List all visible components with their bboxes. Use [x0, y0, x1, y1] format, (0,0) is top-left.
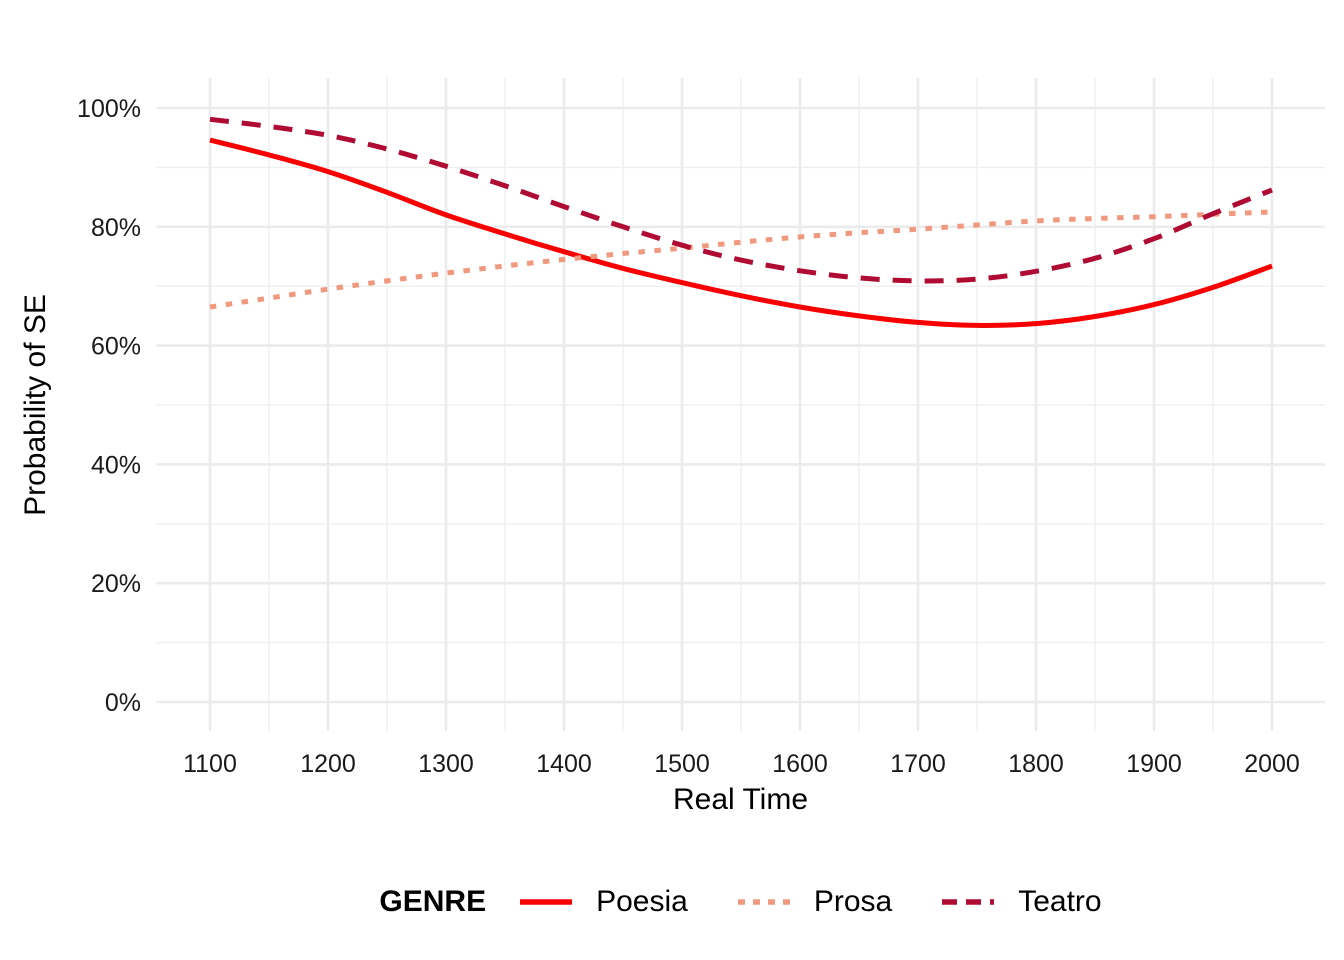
x-tick-label: 1200	[300, 750, 356, 778]
legend-item-prosa: Prosa	[737, 885, 893, 919]
y-tick-label: 100%	[77, 95, 141, 123]
x-tick-label: 1500	[654, 750, 710, 778]
legend-items: Poesia Prosa Teatro	[520, 885, 1102, 919]
y-axis-title: Probability of SE	[19, 294, 52, 516]
legend-key-solid-line	[520, 899, 573, 905]
x-axis-title: Real Time	[672, 783, 809, 816]
x-tick-label: 1100	[183, 750, 237, 778]
series-line-teatro	[209, 116, 1273, 284]
series-line-prosa	[209, 209, 1273, 310]
legend: GENRE Poesia Prosa Teatro	[156, 878, 1325, 926]
legend-label: Poesia	[596, 885, 688, 918]
legend-label: Teatro	[1018, 885, 1102, 918]
legend-item-teatro: Teatro	[942, 885, 1102, 919]
x-tick-label: 1900	[1126, 750, 1182, 778]
x-tick-label: 1300	[418, 750, 474, 778]
series-line-poesia	[209, 137, 1273, 328]
y-tick-label: 40%	[91, 451, 141, 479]
x-tick-label: 2000	[1244, 750, 1300, 778]
y-tick-label: 60%	[91, 333, 141, 361]
legend-title: GENRE	[379, 885, 487, 918]
legend-key-dotted-line	[737, 899, 790, 905]
x-tick-label: 1700	[890, 750, 946, 778]
plot-area: 0% 20% 40% 60% 80% 100% 1100 1200 1300 1400 1500 16…	[77, 78, 1325, 778]
legend-item-poesia: Poesia	[520, 885, 688, 919]
x-tick-label: 1600	[772, 750, 828, 778]
y-tick-label: 20%	[91, 570, 141, 598]
legend-key-dashed-line	[942, 899, 995, 905]
x-tick-label: 1800	[1008, 750, 1064, 778]
x-tick-label: 1400	[536, 750, 592, 778]
legend-label: Prosa	[813, 885, 893, 918]
y-tick-label: 80%	[91, 214, 141, 242]
y-tick-label: 0%	[105, 689, 141, 717]
